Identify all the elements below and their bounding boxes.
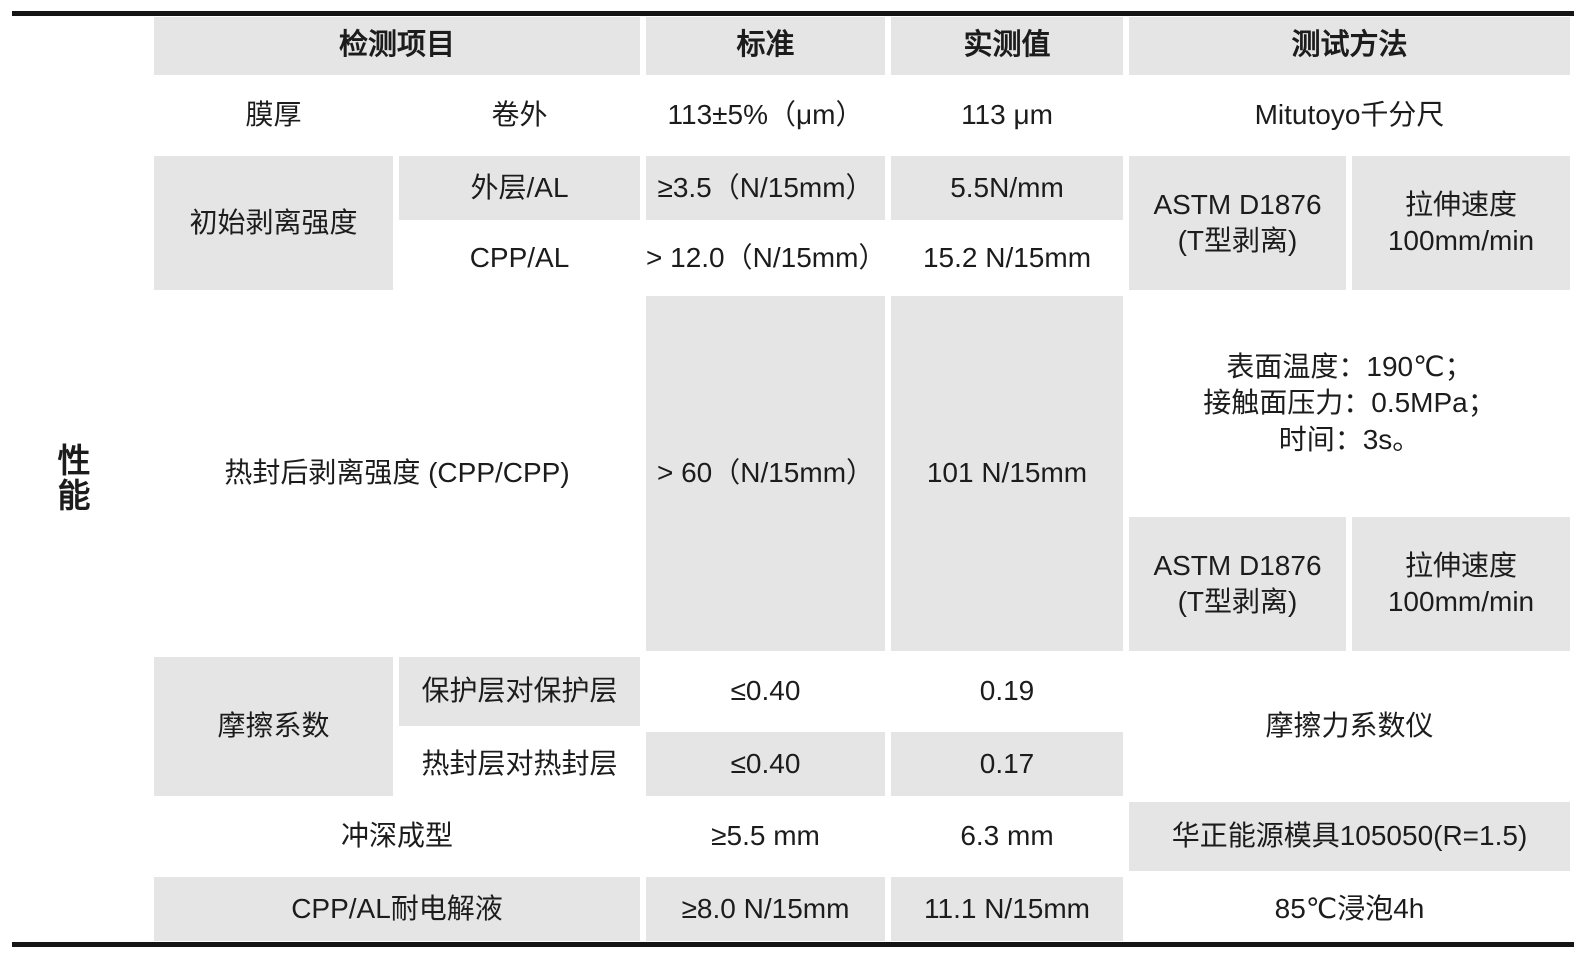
friction-method: 摩擦力系数仪	[1265, 710, 1434, 742]
friction-seal-measured: 0.17	[891, 732, 1123, 796]
friction-name: 摩擦系数	[154, 657, 393, 796]
heat-seal-peel-name: 热封后剥离强度 (CPP/CPP)	[224, 457, 570, 489]
initial-peel-cpp-al-measured: 15.2 N/15mm	[922, 241, 1092, 273]
film-thickness-condition: 卷外	[491, 99, 548, 131]
deep-drawing-standard: ≥5.5 mm	[711, 820, 820, 852]
initial-peel-cpp-al-condition: CPP/AL	[469, 241, 570, 273]
electrolyte-measured: 11.1 N/15mm	[891, 877, 1123, 941]
deep-drawing-name: 冲深成型	[340, 820, 453, 852]
column-header-test-item: 检测项目	[154, 17, 640, 75]
initial-peel-name: 初始剥离强度	[154, 156, 393, 290]
electrolyte-name: CPP/AL耐电解液	[154, 877, 640, 941]
friction-protect-condition: 保护层对保护层	[399, 657, 640, 726]
heat-seal-peel-measured: 101 N/15mm	[891, 296, 1123, 651]
heat-seal-peel-method-standard: ASTM D1876 (T型剥离)	[1129, 517, 1346, 651]
electrolyte-method: 85℃浸泡4h	[1274, 892, 1425, 924]
film-thickness-name: 膜厚	[245, 99, 302, 131]
initial-peel-outer-al-measured: 5.5N/mm	[891, 156, 1123, 220]
initial-peel-outer-al-standard: ≥3.5（N/15mm）	[646, 156, 885, 220]
column-header-measured-value: 实测值	[891, 17, 1123, 75]
table-bottom-rule	[12, 942, 1574, 947]
initial-peel-cpp-al-standard: > 12.0（N/15mm）	[646, 241, 887, 273]
friction-protect-standard: ≤0.40	[730, 675, 801, 707]
film-thickness-standard: 113±5%（μm）	[667, 99, 864, 131]
friction-protect-measured: 0.19	[979, 675, 1035, 707]
initial-peel-method-standard: ASTM D1876 (T型剥离)	[1129, 156, 1346, 290]
heat-seal-peel-standard: > 60（N/15mm）	[646, 296, 885, 651]
performance-spec-table: 性能 检测项目 标准 实测值 测试方法 膜厚 卷外 113±5%（μm） 113…	[0, 17, 1570, 941]
category-label: 性能	[57, 442, 91, 514]
table-top-rule	[12, 11, 1574, 16]
initial-peel-outer-al-condition: 外层/AL	[399, 156, 640, 220]
friction-seal-condition: 热封层对热封层	[421, 747, 618, 779]
electrolyte-standard: ≥8.0 N/15mm	[646, 877, 885, 941]
heat-seal-peel-method-conditions: 表面温度：190℃； 接触面压力：0.5MPa； 时间：3s。	[1203, 350, 1496, 455]
film-thickness-measured: 113 μm	[961, 99, 1053, 131]
column-header-standard: 标准	[646, 17, 885, 75]
initial-peel-method-speed: 拉伸速度 100mm/min	[1352, 156, 1570, 290]
deep-drawing-method: 华正能源模具105050(R=1.5)	[1129, 802, 1570, 871]
deep-drawing-measured: 6.3 mm	[960, 820, 1054, 852]
heat-seal-peel-method-speed: 拉伸速度 100mm/min	[1352, 517, 1570, 651]
category-cell-performance: 性能	[0, 17, 148, 941]
friction-seal-standard: ≤0.40	[646, 732, 885, 796]
film-thickness-method: Mitutoyo千分尺	[1254, 99, 1445, 131]
column-header-test-method: 测试方法	[1129, 17, 1570, 75]
